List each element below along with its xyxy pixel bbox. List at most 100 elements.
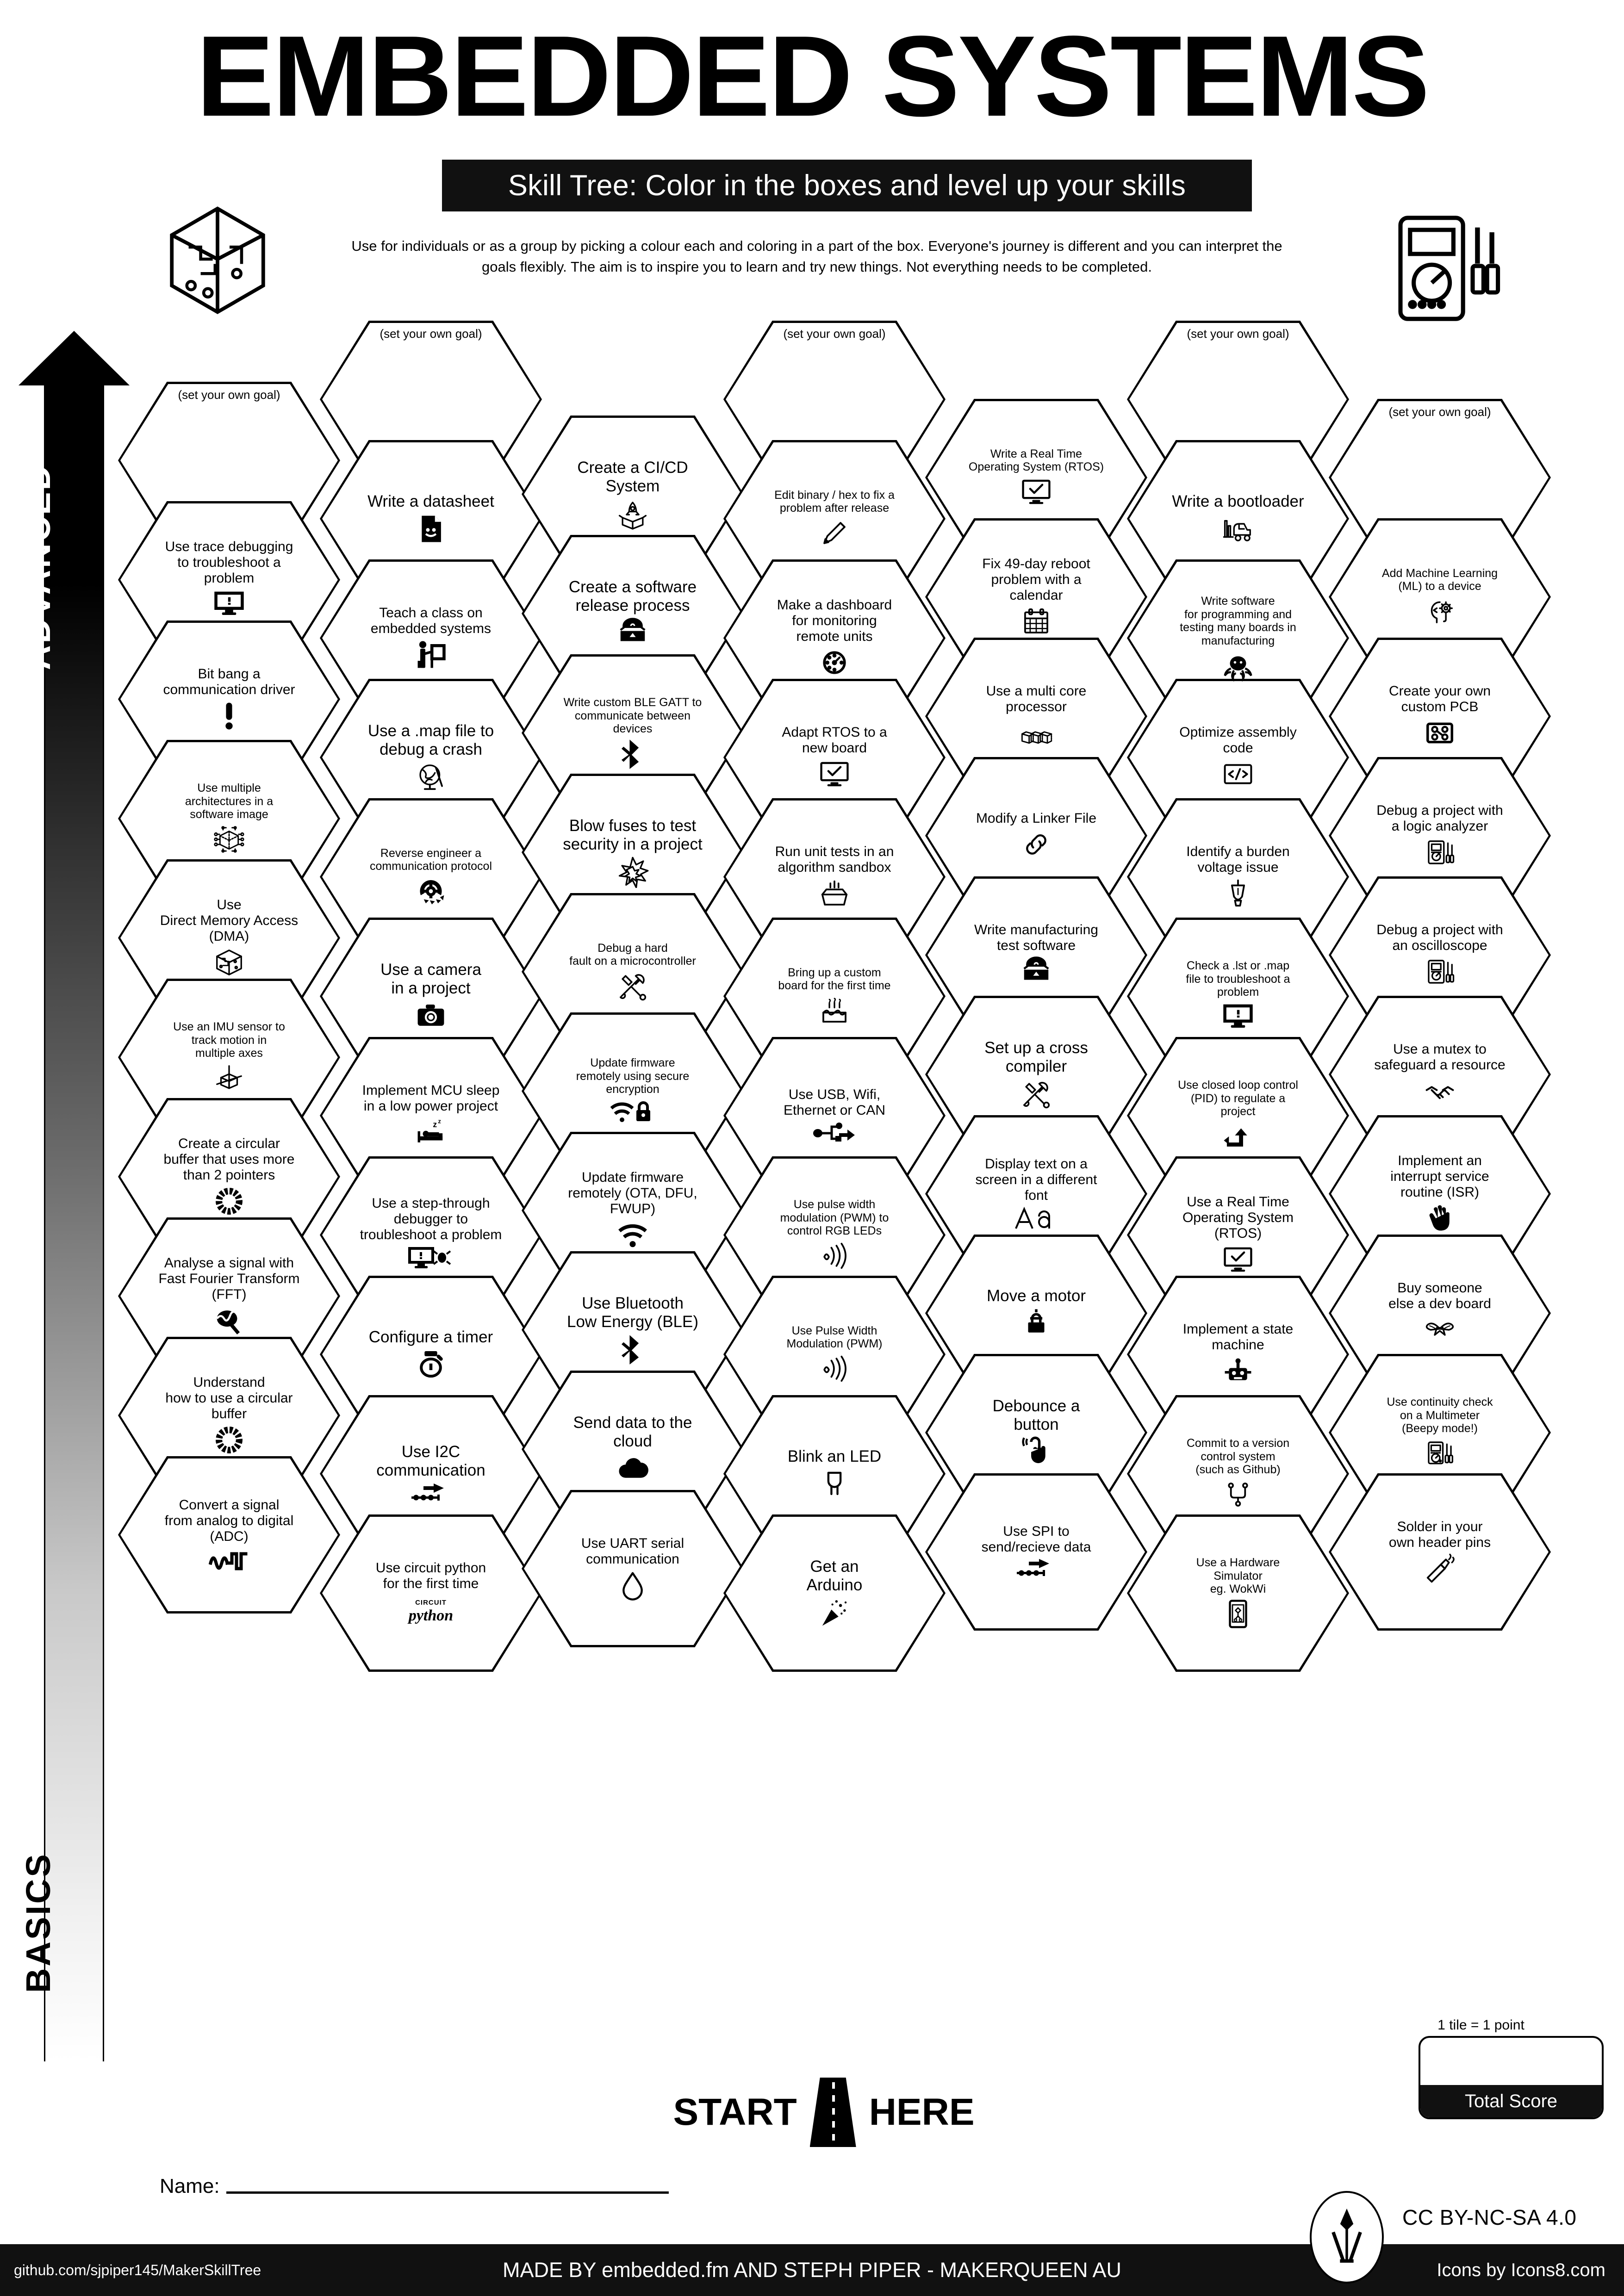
camera-icon <box>415 999 447 1032</box>
hex-fill-area[interactable] <box>726 1517 943 1669</box>
hex-fill-area[interactable] <box>1331 1476 1549 1628</box>
loop-arrows-icon <box>1222 1120 1254 1153</box>
skill-hex-tile[interactable]: Write a Real Time Operating System (RTOS… <box>925 399 1147 556</box>
three-cubes-icon <box>1020 717 1052 749</box>
skill-hex-tile[interactable]: Bring up a custom board for the first ti… <box>723 918 946 1075</box>
document-icon <box>415 513 447 545</box>
svg-text:python: python <box>407 1607 453 1624</box>
skill-label: Commit to a version control system (such… <box>1186 1437 1290 1477</box>
skill-hex-tile[interactable]: (set your own goal) <box>118 382 340 539</box>
skill-label: Use an IMU sensor to track motion in mul… <box>173 1020 285 1060</box>
multimeter-icon <box>1424 1437 1456 1470</box>
hex-content: Use a Hardware Simulator eg. WokWi <box>1162 1556 1314 1630</box>
skill-hex-tile[interactable]: Write a bootloader <box>1127 440 1349 597</box>
hex-fill-area[interactable] <box>322 1517 540 1669</box>
hex-content: Set up a cross compiler <box>960 1039 1113 1110</box>
hex-content: (set your own goal) <box>758 321 911 478</box>
hex-content: Write a datasheet <box>355 492 507 545</box>
hex-content: Use multiple architectures in a software… <box>153 782 305 856</box>
skill-hex-tile[interactable]: Modify a Linker File <box>925 757 1147 914</box>
skill-hex-tile[interactable]: Use a Hardware Simulator eg. WokWi <box>1127 1514 1349 1672</box>
skill-hex-tile[interactable]: Use I2C communication <box>320 1395 542 1552</box>
hex-content: Implement MCU sleep in a low power proje… <box>355 1083 507 1148</box>
name-input-line[interactable] <box>226 2190 669 2194</box>
memory-box-icon <box>213 946 245 979</box>
skill-hex-tile[interactable]: (set your own goal) <box>1127 321 1349 478</box>
hex-content: Debug a hard fault on a microcontroller <box>556 942 709 1002</box>
skill-hex-tile[interactable]: Use UART serial communication <box>522 1490 744 1647</box>
hex-content: Write a Real Time Operating System (RTOS… <box>960 447 1113 508</box>
skill-label: Reverse engineer a communication protoco… <box>369 846 492 873</box>
footer-github-link[interactable]: github.com/sjpiper145/MakerSkillTree <box>14 2261 261 2278</box>
hex-content: Use I2C communication <box>355 1443 507 1505</box>
hex-content: Move a motor <box>960 1287 1113 1340</box>
led-icon <box>818 1468 851 1500</box>
skill-label: Create a software release process <box>568 578 697 614</box>
skill-hex-tile[interactable]: Understand how to use a circular buffer <box>118 1337 340 1494</box>
name-field-row[interactable]: Name: <box>160 2170 669 2198</box>
skill-label: (set your own goal) <box>380 327 482 341</box>
skill-hex-tile[interactable]: Use Pulse Width Modulation (PWM) <box>723 1276 946 1433</box>
hex-content: Display text on a screen in a different … <box>960 1156 1113 1232</box>
skill-hex-tile[interactable]: Implement an interrupt service routine (… <box>1329 1115 1551 1272</box>
skill-hex-tile[interactable]: (set your own goal) <box>320 321 542 478</box>
skill-label: Write a Real Time Operating System (RTOS… <box>968 447 1104 474</box>
skill-hex-tile[interactable]: Use multiple architectures in a software… <box>118 740 340 897</box>
skill-hex-tile[interactable]: Use a Real Time Operating System (RTOS) <box>1127 1156 1349 1314</box>
footer-icons-credit: Icons by Icons8.com <box>1437 2259 1605 2280</box>
skill-label: Use USB, Wifi, Ethernet or CAN <box>783 1086 886 1118</box>
hex-fill-area[interactable] <box>120 1458 338 1611</box>
skill-hex-tile[interactable]: Analyse a signal with Fast Fourier Trans… <box>118 1217 340 1375</box>
skill-label: Get an Arduino <box>806 1558 863 1594</box>
hex-content: Fix 49-day reboot problem with a calenda… <box>960 556 1113 638</box>
hex-content: Implement an interrupt service routine (… <box>1363 1153 1516 1235</box>
page-title: EMBEDDED SYSTEMS <box>196 12 1430 140</box>
skill-hex-tile[interactable]: Solder in your own header pins <box>1329 1473 1551 1631</box>
skill-label: (set your own goal) <box>178 388 280 402</box>
hex-fill-area[interactable] <box>1129 1517 1347 1669</box>
hex-fill-area[interactable] <box>927 1476 1145 1628</box>
skill-hex-tile[interactable]: Use USB, Wifi, Ethernet or CAN <box>723 1037 946 1194</box>
hex-content: Modify a Linker File <box>960 811 1113 861</box>
skill-hex-tile[interactable]: Optimize assembly code <box>1127 679 1349 836</box>
skill-hex-tile[interactable]: Get an Arduino <box>723 1514 946 1672</box>
skill-hex-tile[interactable]: Reverse engineer a communication protoco… <box>320 798 542 956</box>
skill-label: Add Machine Learning (ML) to a device <box>1381 566 1498 593</box>
monitor-alert-icon <box>213 588 245 621</box>
cake-icon <box>818 994 851 1027</box>
skill-hex-tile[interactable]: Use a camera in a project <box>320 918 542 1075</box>
hex-fill-area[interactable] <box>524 1492 741 1645</box>
subtitle-text: Skill Tree: Color in the boxes and level… <box>508 169 1186 202</box>
skill-label: Use a Real Time Operating System (RTOS) <box>1182 1194 1294 1241</box>
skill-hex-tile[interactable]: Use circuit python for the first time CIR… <box>320 1514 542 1672</box>
skill-label: Buy someone else a dev board <box>1388 1280 1491 1311</box>
skill-label: Implement a state machine <box>1182 1321 1294 1353</box>
skill-label: Bit bang a communication driver <box>163 666 295 697</box>
skill-hex-tile[interactable]: Use pulse width modulation (PWM) to cont… <box>723 1156 946 1314</box>
multimeter-icon <box>1388 208 1509 329</box>
arrow-shaft <box>44 382 104 2061</box>
hex-content: Configure a timer <box>355 1328 507 1381</box>
skill-hex-tile[interactable]: (set your own goal) <box>723 321 946 478</box>
hex-content: Debug a project with an oscilloscope <box>1363 922 1516 988</box>
skill-label: Blink an LED <box>787 1447 882 1466</box>
skill-hex-tile[interactable]: (set your own goal) <box>1329 399 1551 556</box>
circuitpython-icon: CIRCUIT python <box>396 1594 466 1626</box>
skill-hex-tile[interactable]: Create a software release process <box>522 535 744 692</box>
disc-box-icon <box>1020 956 1052 988</box>
total-score-box[interactable]: Total Score <box>1419 2036 1604 2119</box>
hex-content: Edit binary / hex to fix a problem after… <box>758 489 911 549</box>
skill-label: Write a datasheet <box>367 492 494 511</box>
hex-content: Teach a class on embedded systems <box>355 605 507 671</box>
skill-label: Write custom BLE GATT to communicate bet… <box>563 696 702 736</box>
pwm-wave-icon <box>818 1240 851 1272</box>
hex-content: Use SPI to send/recieve data <box>960 1524 1113 1580</box>
skill-hex-tile[interactable]: Create a CI/CD System <box>522 416 744 573</box>
gear-loop-icon <box>415 875 447 907</box>
skill-hex-tile[interactable]: Convert a signal from analog to digital … <box>118 1456 340 1613</box>
total-score-label: Total Score <box>1420 2085 1602 2117</box>
skill-label: Create your own custom PCB <box>1388 683 1491 714</box>
skill-hex-tile[interactable]: Use SPI to send/recieve data <box>925 1473 1147 1631</box>
